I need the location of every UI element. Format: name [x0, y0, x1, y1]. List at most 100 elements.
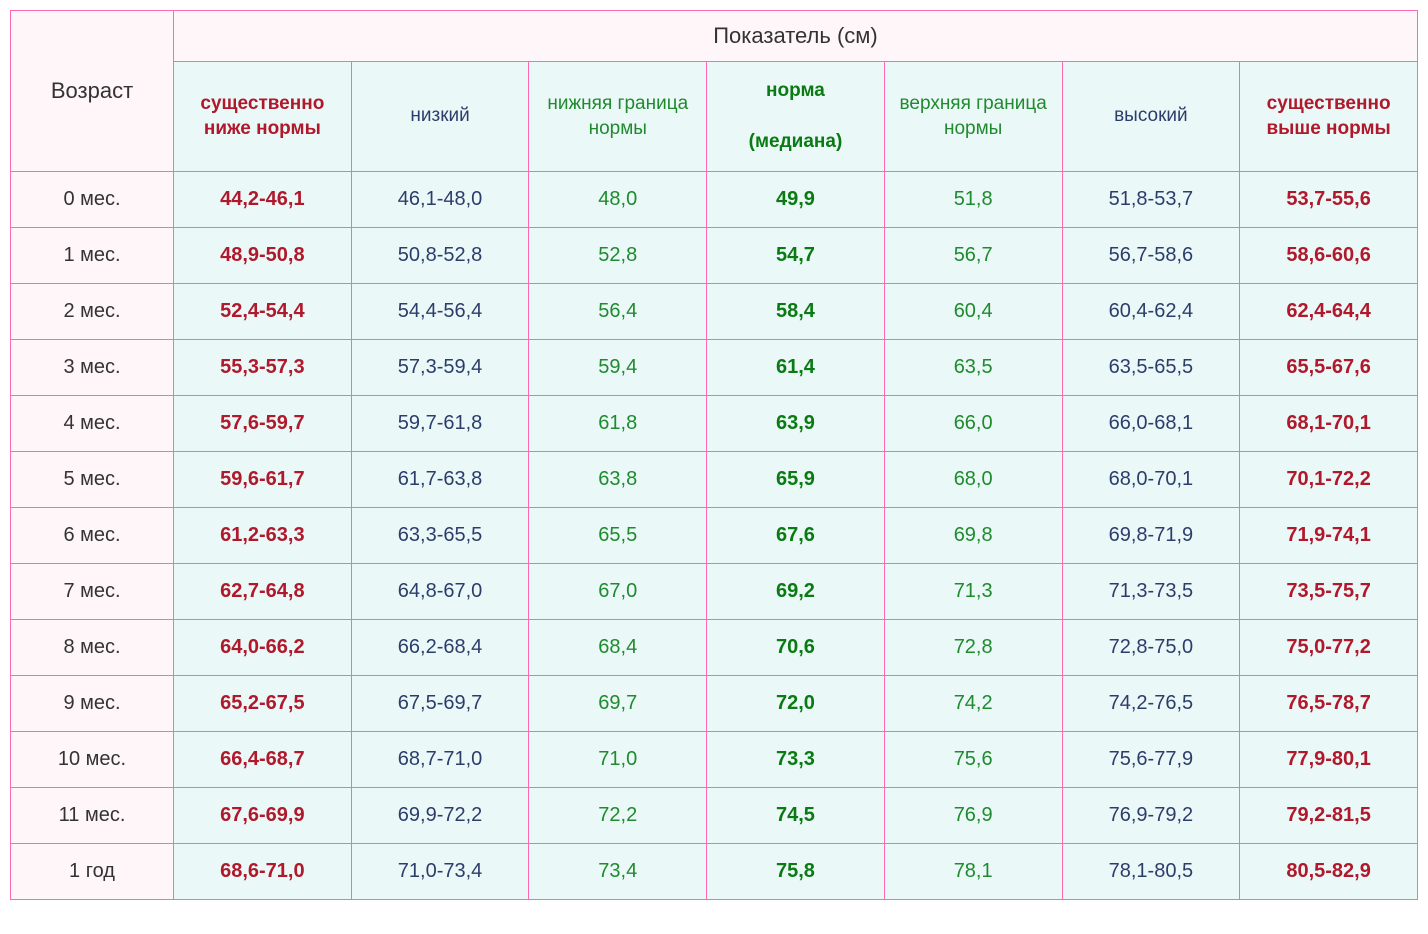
value-cell: 68,0-70,1: [1062, 451, 1240, 507]
value-cell: 46,1-48,0: [351, 171, 529, 227]
table-body: 0 мес.44,2-46,146,1-48,048,049,951,851,8…: [11, 171, 1418, 899]
value-cell: 74,2: [884, 675, 1062, 731]
value-cell: 50,8-52,8: [351, 227, 529, 283]
value-cell: 51,8-53,7: [1062, 171, 1240, 227]
value-cell: 52,4-54,4: [174, 283, 352, 339]
value-cell: 73,5-75,7: [1240, 563, 1418, 619]
value-cell: 73,3: [707, 731, 885, 787]
value-cell: 77,9-80,1: [1240, 731, 1418, 787]
age-cell: 2 мес.: [11, 283, 174, 339]
table-row: 10 мес.66,4-68,768,7-71,071,073,375,675,…: [11, 731, 1418, 787]
value-cell: 78,1-80,5: [1062, 843, 1240, 899]
subheader-col-5: высокий: [1062, 61, 1240, 171]
value-cell: 68,4: [529, 619, 707, 675]
table-row: 11 мес.67,6-69,969,9-72,272,274,576,976,…: [11, 787, 1418, 843]
value-cell: 64,0-66,2: [174, 619, 352, 675]
value-cell: 67,0: [529, 563, 707, 619]
value-cell: 76,9-79,2: [1062, 787, 1240, 843]
age-cell: 5 мес.: [11, 451, 174, 507]
value-cell: 61,7-63,8: [351, 451, 529, 507]
value-cell: 66,2-68,4: [351, 619, 529, 675]
value-cell: 76,5-78,7: [1240, 675, 1418, 731]
value-cell: 80,5-82,9: [1240, 843, 1418, 899]
growth-table: Возраст Показатель (см) существенно ниже…: [10, 10, 1418, 900]
value-cell: 51,8: [884, 171, 1062, 227]
value-cell: 75,8: [707, 843, 885, 899]
age-cell: 9 мес.: [11, 675, 174, 731]
age-cell: 3 мес.: [11, 339, 174, 395]
value-cell: 72,0: [707, 675, 885, 731]
value-cell: 56,7: [884, 227, 1062, 283]
age-cell: 7 мес.: [11, 563, 174, 619]
value-cell: 71,0: [529, 731, 707, 787]
age-cell: 8 мес.: [11, 619, 174, 675]
value-cell: 75,0-77,2: [1240, 619, 1418, 675]
table-row: 8 мес.64,0-66,266,2-68,468,470,672,872,8…: [11, 619, 1418, 675]
value-cell: 71,0-73,4: [351, 843, 529, 899]
table-row: 0 мес.44,2-46,146,1-48,048,049,951,851,8…: [11, 171, 1418, 227]
value-cell: 63,9: [707, 395, 885, 451]
value-cell: 61,8: [529, 395, 707, 451]
value-cell: 69,8-71,9: [1062, 507, 1240, 563]
value-cell: 75,6: [884, 731, 1062, 787]
value-cell: 59,4: [529, 339, 707, 395]
table-row: 5 мес.59,6-61,761,7-63,863,865,968,068,0…: [11, 451, 1418, 507]
value-cell: 57,3-59,4: [351, 339, 529, 395]
value-cell: 62,7-64,8: [174, 563, 352, 619]
value-cell: 72,2: [529, 787, 707, 843]
value-cell: 78,1: [884, 843, 1062, 899]
table-row: 1 мес.48,9-50,850,8-52,852,854,756,756,7…: [11, 227, 1418, 283]
value-cell: 67,6: [707, 507, 885, 563]
value-cell: 66,0-68,1: [1062, 395, 1240, 451]
value-cell: 65,5-67,6: [1240, 339, 1418, 395]
table-row: 4 мес.57,6-59,759,7-61,861,863,966,066,0…: [11, 395, 1418, 451]
value-cell: 79,2-81,5: [1240, 787, 1418, 843]
subheader-col-2: нижняя граница нормы: [529, 61, 707, 171]
age-cell: 10 мес.: [11, 731, 174, 787]
value-cell: 65,9: [707, 451, 885, 507]
value-cell: 52,8: [529, 227, 707, 283]
value-cell: 71,9-74,1: [1240, 507, 1418, 563]
subheader-col-0: существенно ниже нормы: [174, 61, 352, 171]
value-cell: 54,4-56,4: [351, 283, 529, 339]
value-cell: 44,2-46,1: [174, 171, 352, 227]
value-cell: 62,4-64,4: [1240, 283, 1418, 339]
value-cell: 69,8: [884, 507, 1062, 563]
value-cell: 74,5: [707, 787, 885, 843]
value-cell: 57,6-59,7: [174, 395, 352, 451]
value-cell: 59,6-61,7: [174, 451, 352, 507]
value-cell: 56,7-58,6: [1062, 227, 1240, 283]
value-cell: 58,4: [707, 283, 885, 339]
value-cell: 69,9-72,2: [351, 787, 529, 843]
value-cell: 61,2-63,3: [174, 507, 352, 563]
age-cell: 0 мес.: [11, 171, 174, 227]
header-indicator: Показатель (см): [174, 11, 1418, 62]
subheader-row: существенно ниже нормынизкийнижняя грани…: [11, 61, 1418, 171]
table-row: 7 мес.62,7-64,864,8-67,067,069,271,371,3…: [11, 563, 1418, 619]
value-cell: 65,2-67,5: [174, 675, 352, 731]
value-cell: 55,3-57,3: [174, 339, 352, 395]
value-cell: 59,7-61,8: [351, 395, 529, 451]
value-cell: 63,3-65,5: [351, 507, 529, 563]
value-cell: 72,8: [884, 619, 1062, 675]
value-cell: 67,6-69,9: [174, 787, 352, 843]
value-cell: 76,9: [884, 787, 1062, 843]
age-cell: 6 мес.: [11, 507, 174, 563]
value-cell: 67,5-69,7: [351, 675, 529, 731]
value-cell: 66,0: [884, 395, 1062, 451]
header-age: Возраст: [11, 11, 174, 172]
value-cell: 48,9-50,8: [174, 227, 352, 283]
value-cell: 68,7-71,0: [351, 731, 529, 787]
value-cell: 73,4: [529, 843, 707, 899]
value-cell: 72,8-75,0: [1062, 619, 1240, 675]
value-cell: 60,4-62,4: [1062, 283, 1240, 339]
value-cell: 65,5: [529, 507, 707, 563]
table-row: 3 мес.55,3-57,357,3-59,459,461,463,563,5…: [11, 339, 1418, 395]
value-cell: 74,2-76,5: [1062, 675, 1240, 731]
value-cell: 66,4-68,7: [174, 731, 352, 787]
value-cell: 64,8-67,0: [351, 563, 529, 619]
table-row: 9 мес.65,2-67,567,5-69,769,772,074,274,2…: [11, 675, 1418, 731]
value-cell: 56,4: [529, 283, 707, 339]
value-cell: 48,0: [529, 171, 707, 227]
age-cell: 11 мес.: [11, 787, 174, 843]
